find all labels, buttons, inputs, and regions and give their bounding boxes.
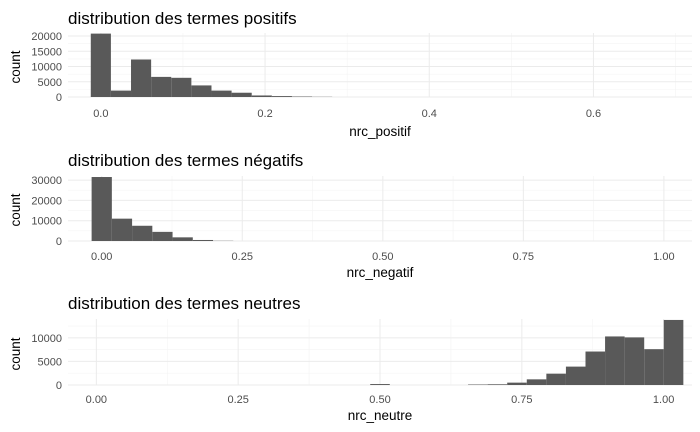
histogram-bar bbox=[585, 351, 606, 385]
histogram-bar bbox=[111, 218, 133, 241]
y-axis-label: count bbox=[8, 193, 23, 226]
histogram-bar bbox=[271, 96, 292, 97]
histogram-bar bbox=[251, 95, 272, 97]
y-tick-label: 15000 bbox=[31, 46, 62, 58]
y-tick-label: 10000 bbox=[31, 62, 62, 74]
x-tick-label: 0.0 bbox=[93, 108, 108, 120]
histogram-bar bbox=[526, 379, 547, 385]
y-tick-labels: 0 5000 10000 bbox=[31, 333, 62, 392]
chart-title: distribution des termes négatifs bbox=[68, 151, 303, 170]
y-tick-labels: 0 10000 20000 30000 bbox=[31, 175, 62, 248]
y-axis-label: count bbox=[8, 50, 23, 83]
histogram-bar bbox=[211, 90, 232, 97]
histogram-bar bbox=[546, 373, 566, 385]
x-tick-labels: 0.00 0.25 0.50 0.75 1.00 bbox=[91, 251, 675, 263]
histogram-bar bbox=[132, 225, 153, 241]
x-tick-label: 1.00 bbox=[653, 251, 674, 263]
histogram-bar bbox=[192, 239, 214, 241]
x-tick-label: 0.50 bbox=[369, 394, 390, 406]
panel-positif: distribution des termes positifs count n… bbox=[8, 9, 692, 139]
y-tick-label: 0 bbox=[56, 380, 62, 392]
x-tick-label: 0.00 bbox=[86, 394, 107, 406]
histogram-bars bbox=[370, 319, 684, 385]
x-tick-label: 0.4 bbox=[422, 108, 437, 120]
x-tick-label: 1.00 bbox=[653, 394, 674, 406]
x-tick-labels: 0.00 0.25 0.50 0.75 1.00 bbox=[86, 394, 675, 406]
histogram-bar bbox=[487, 384, 508, 385]
x-tick-labels: 0.0 0.2 0.4 0.6 bbox=[93, 108, 601, 120]
y-tick-label: 5000 bbox=[38, 356, 62, 368]
x-tick-label: 0.50 bbox=[372, 251, 393, 263]
histogram-bar bbox=[171, 77, 192, 97]
histogram-bars bbox=[91, 177, 234, 241]
histogram-bar bbox=[172, 237, 193, 241]
panel-neutre: distribution des termes neutres count nr… bbox=[8, 294, 692, 423]
x-tick-label: 0.25 bbox=[232, 251, 253, 263]
x-tick-label: 0.25 bbox=[227, 394, 248, 406]
histogram-bar bbox=[644, 349, 664, 385]
histogram-bar bbox=[507, 382, 527, 385]
x-tick-label: 0.75 bbox=[511, 394, 532, 406]
histogram-bar bbox=[91, 177, 112, 241]
y-tick-label: 0 bbox=[56, 236, 62, 248]
histogram-bar bbox=[370, 384, 390, 385]
y-tick-labels: 0 5000 10000 15000 20000 bbox=[31, 31, 62, 104]
y-tick-label: 30000 bbox=[31, 175, 62, 187]
y-axis-label: count bbox=[8, 337, 23, 370]
histogram-bar bbox=[110, 90, 132, 97]
x-tick-label: 0.6 bbox=[586, 108, 601, 120]
y-tick-label: 10000 bbox=[31, 333, 62, 345]
histogram-bar bbox=[152, 231, 173, 241]
x-axis-label: nrc_neutre bbox=[348, 408, 413, 423]
x-tick-label: 0.00 bbox=[91, 251, 112, 263]
histogram-bar bbox=[231, 92, 252, 97]
y-tick-label: 20000 bbox=[31, 195, 62, 207]
x-axis-label: nrc_negatif bbox=[347, 265, 414, 280]
y-tick-label: 5000 bbox=[38, 77, 62, 89]
x-tick-label: 0.2 bbox=[257, 108, 272, 120]
y-tick-label: 10000 bbox=[31, 216, 62, 228]
panel-negatif: distribution des termes négatifs count n… bbox=[8, 151, 692, 280]
histogram-bar bbox=[624, 337, 645, 385]
chart-title: distribution des termes positifs bbox=[68, 9, 297, 28]
y-tick-label: 20000 bbox=[31, 31, 62, 43]
y-tick-label: 0 bbox=[56, 92, 62, 104]
histogram-bar bbox=[565, 366, 586, 385]
histogram-bar bbox=[90, 33, 111, 97]
x-tick-label: 0.75 bbox=[513, 251, 534, 263]
histogram-bar bbox=[151, 76, 172, 97]
histogram-bars bbox=[90, 33, 333, 97]
histogram-bar bbox=[663, 319, 684, 385]
histogram-bar bbox=[131, 59, 152, 97]
chart-title: distribution des termes neutres bbox=[68, 294, 300, 313]
x-axis-label: nrc_positif bbox=[349, 124, 411, 139]
histogram-bar bbox=[191, 85, 212, 97]
histogram-bar bbox=[605, 336, 625, 385]
